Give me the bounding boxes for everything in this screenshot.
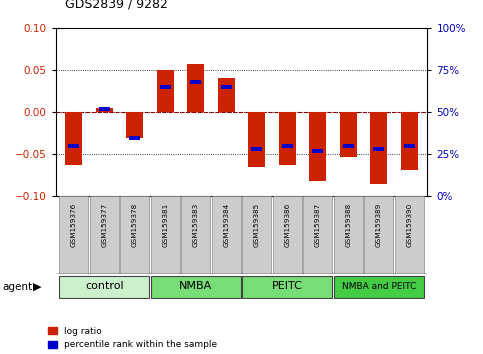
Bar [127, 113, 143, 138]
Bar [129, 136, 140, 140]
Bar [364, 196, 393, 274]
Legend: log ratio, percentile rank within the sample: log ratio, percentile rank within the sa… [48, 327, 217, 349]
Text: GSM159386: GSM159386 [284, 203, 290, 247]
Bar [160, 85, 170, 89]
Bar [151, 196, 180, 274]
Bar [151, 275, 241, 298]
Text: GSM159378: GSM159378 [132, 203, 138, 247]
Bar [99, 107, 110, 111]
Bar [190, 80, 201, 84]
Text: GSM159388: GSM159388 [345, 203, 351, 247]
Bar [370, 113, 387, 184]
Text: GSM159389: GSM159389 [376, 203, 382, 247]
Bar [96, 108, 113, 113]
Bar [59, 275, 149, 298]
Bar [343, 144, 354, 148]
Bar [218, 78, 235, 113]
Bar [69, 144, 79, 148]
Bar [181, 196, 211, 274]
Text: GDS2839 / 9282: GDS2839 / 9282 [65, 0, 168, 11]
Bar [395, 196, 424, 274]
Text: GSM159381: GSM159381 [162, 203, 168, 247]
Bar [282, 144, 293, 148]
Text: GSM159384: GSM159384 [223, 203, 229, 247]
Bar [187, 64, 204, 113]
Bar [248, 113, 265, 167]
Text: ▶: ▶ [33, 282, 42, 292]
Text: GSM159385: GSM159385 [254, 203, 260, 247]
Text: GSM159390: GSM159390 [406, 203, 412, 247]
Text: NMBA and PEITC: NMBA and PEITC [341, 282, 416, 291]
Bar [242, 275, 332, 298]
Bar [309, 113, 326, 181]
Bar [221, 85, 232, 89]
Bar [90, 196, 119, 274]
Text: GSM159387: GSM159387 [315, 203, 321, 247]
Bar [251, 147, 262, 152]
Bar [373, 147, 384, 152]
Bar [334, 275, 424, 298]
Text: control: control [85, 281, 124, 291]
Bar [303, 196, 332, 274]
Text: GSM159383: GSM159383 [193, 203, 199, 247]
Bar [334, 196, 363, 274]
Text: agent: agent [2, 282, 32, 292]
Bar [120, 196, 149, 274]
Bar [59, 196, 88, 274]
Text: PEITC: PEITC [272, 281, 303, 291]
Bar [66, 113, 82, 165]
Bar [272, 196, 302, 274]
Bar [279, 113, 296, 165]
Bar [157, 70, 174, 113]
Text: GSM159376: GSM159376 [71, 203, 77, 247]
Bar [313, 149, 323, 153]
Bar [401, 113, 417, 170]
Bar [212, 196, 241, 274]
Bar [242, 196, 271, 274]
Text: GSM159377: GSM159377 [101, 203, 107, 247]
Bar [404, 144, 414, 148]
Bar [340, 113, 356, 157]
Text: NMBA: NMBA [179, 281, 213, 291]
